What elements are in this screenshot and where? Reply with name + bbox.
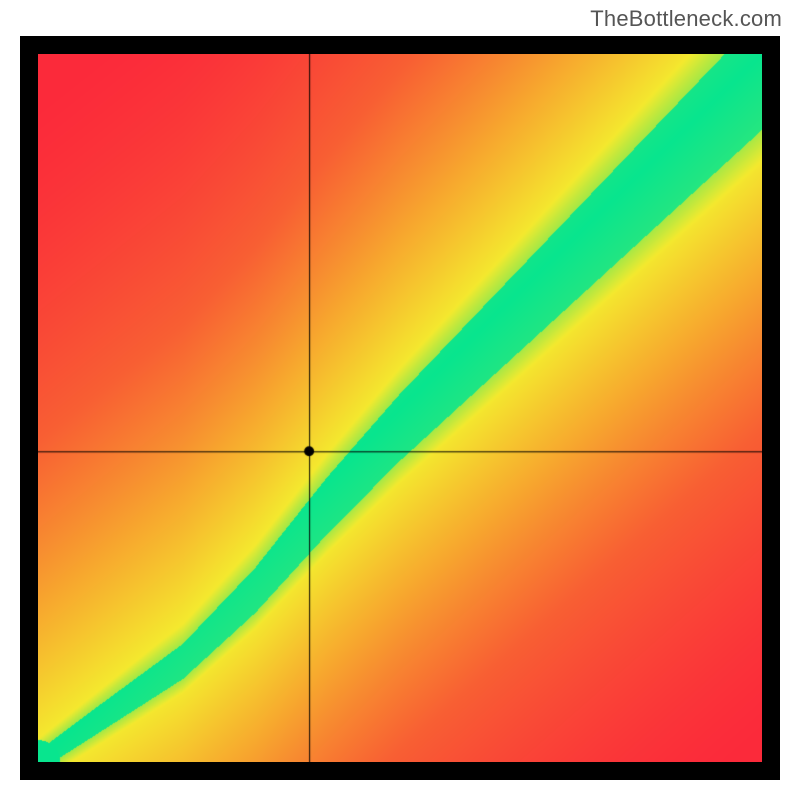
heatmap-canvas: [38, 54, 762, 762]
watermark-text: TheBottleneck.com: [590, 6, 782, 32]
chart-container: TheBottleneck.com: [0, 0, 800, 800]
plot-frame: [20, 36, 780, 780]
